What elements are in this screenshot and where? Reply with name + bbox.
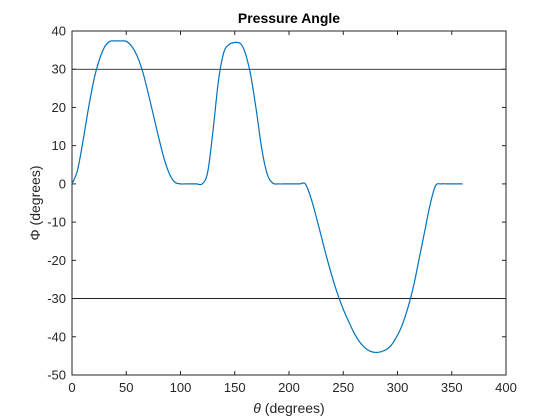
x-axis-title-symbol: θ	[253, 400, 261, 416]
x-tick-label: 150	[224, 380, 246, 395]
y-tick-label: 0	[59, 176, 66, 191]
y-tick-label: 20	[52, 100, 66, 115]
chart-title: Pressure Angle	[238, 10, 340, 26]
pressure-angle-line	[71, 40, 463, 354]
reference-lines	[72, 68, 506, 299]
x-tick-label: 50	[119, 380, 133, 395]
ticks: 0 50 100 150 200 250 300 350 400 -50 -40 -30 -20 -10 0…	[47, 24, 517, 396]
x-tick-label: 100	[170, 380, 192, 395]
x-axis-title-unit: (degrees)	[261, 400, 325, 416]
x-tick-label: 300	[387, 380, 409, 395]
y-tick-label: -10	[47, 215, 66, 230]
y-tick-label: 10	[52, 138, 66, 153]
x-tick-label: 200	[278, 380, 300, 395]
plot-area: 0 50 100 150 200 250 300 350 400 -50 -40 -30 -20 -10 0…	[47, 24, 517, 396]
x-tick-label: 400	[495, 380, 517, 395]
x-tick-label: 350	[441, 380, 463, 395]
x-tick-label: 0	[68, 380, 75, 395]
x-tick-label: 250	[332, 380, 354, 395]
y-tick-label: 30	[52, 62, 66, 77]
y-tick-label: -50	[47, 368, 66, 383]
y-tick-label: -40	[47, 329, 66, 344]
y-tick-label: -20	[47, 253, 66, 268]
x-axis-title: θ (degrees)	[253, 400, 324, 416]
y-tick-label: -30	[47, 291, 66, 306]
y-tick-label: 40	[52, 24, 66, 39]
y-axis-title: Φ (degrees)	[27, 166, 43, 241]
